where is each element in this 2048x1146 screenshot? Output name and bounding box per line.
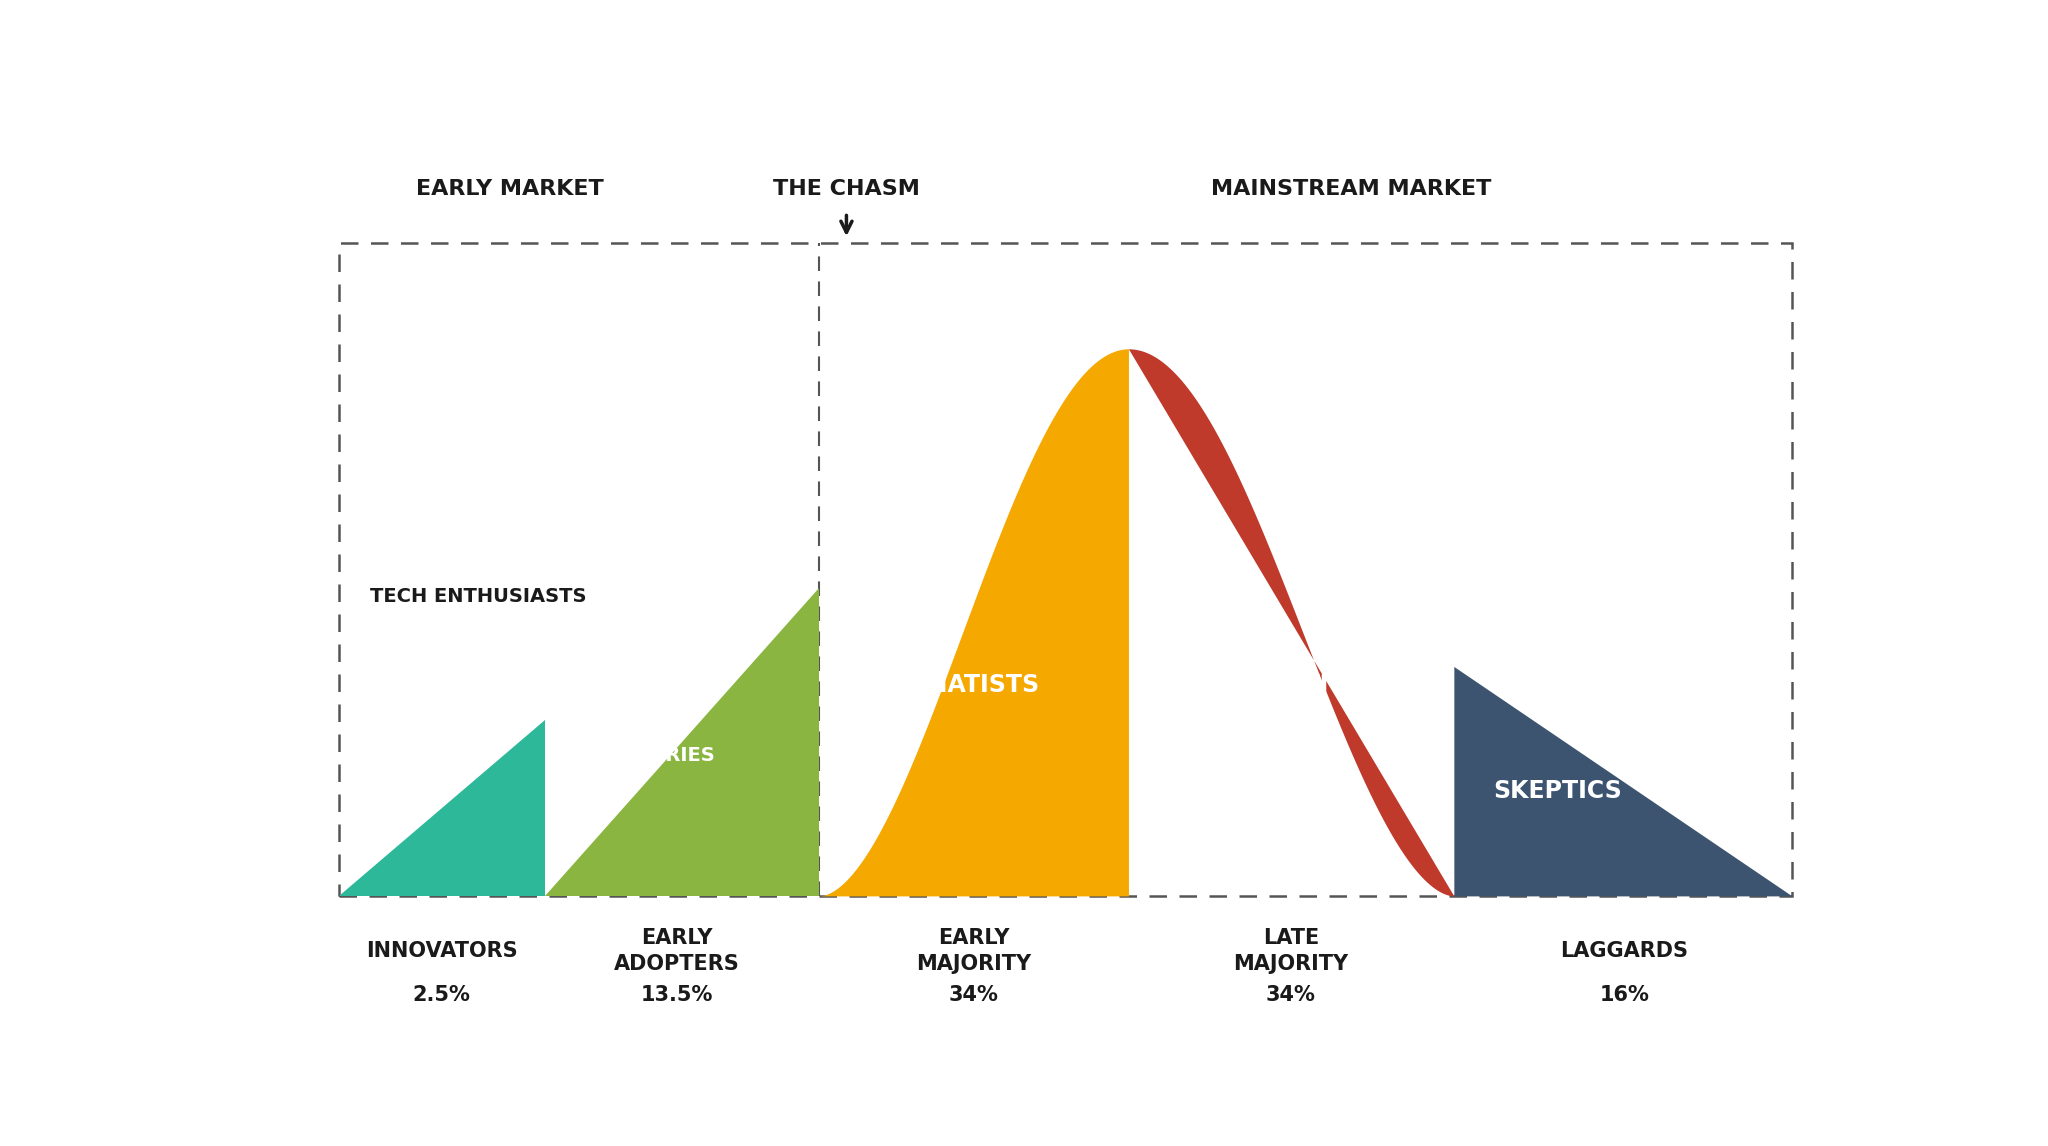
Text: MAINSTREAM MARKET: MAINSTREAM MARKET (1210, 179, 1491, 198)
Polygon shape (1128, 350, 1454, 896)
Text: CONSERVATIVES: CONSERVATIVES (1163, 673, 1380, 697)
Text: 2.5%: 2.5% (414, 986, 471, 1005)
Text: LATE
MAJORITY: LATE MAJORITY (1233, 928, 1348, 974)
Text: 13.5%: 13.5% (641, 986, 713, 1005)
Text: TECH ENTHUSIASTS: TECH ENTHUSIASTS (371, 587, 588, 606)
Text: PRAGMATISTS: PRAGMATISTS (852, 673, 1040, 697)
Text: EARLY
MAJORITY: EARLY MAJORITY (915, 928, 1030, 974)
Polygon shape (819, 350, 1128, 896)
Text: 34%: 34% (948, 986, 997, 1005)
Text: EARLY
ADOPTERS: EARLY ADOPTERS (614, 928, 739, 974)
Polygon shape (1454, 667, 1792, 896)
Text: 34%: 34% (1266, 986, 1315, 1005)
Text: EARLY MARKET: EARLY MARKET (416, 179, 604, 198)
Polygon shape (338, 720, 545, 896)
Text: 16%: 16% (1599, 986, 1649, 1005)
Text: SKEPTICS: SKEPTICS (1493, 778, 1622, 802)
Text: THE CHASM: THE CHASM (772, 179, 920, 198)
Polygon shape (545, 588, 819, 896)
Text: VISIONARIES: VISIONARIES (575, 746, 715, 764)
Text: LAGGARDS: LAGGARDS (1561, 941, 1688, 961)
Text: INNOVATORS: INNOVATORS (367, 941, 518, 961)
